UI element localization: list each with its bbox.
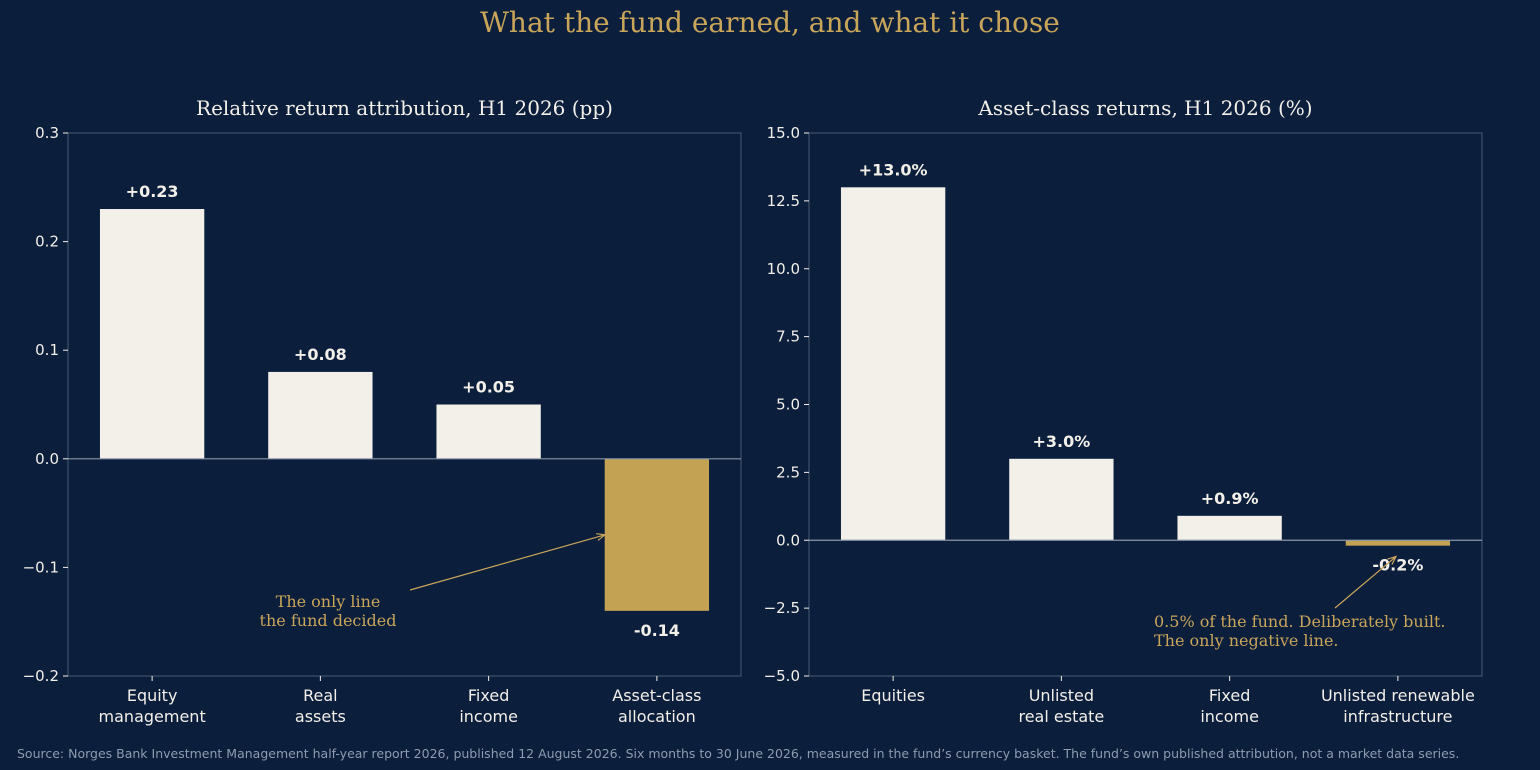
data-label: -0.14 — [634, 621, 680, 640]
y-tick-label: 12.5 — [767, 192, 800, 210]
data-label: +0.05 — [462, 378, 515, 397]
x-tick-label: Real assets — [295, 686, 346, 726]
x-tick-label: Equity management — [99, 686, 206, 726]
y-tick-label: −0.1 — [23, 558, 59, 576]
y-tick-label: 0.0 — [35, 450, 59, 468]
annotation-text: 0.5% of the fund. Deliberately built. The… — [1154, 612, 1445, 650]
y-tick-label: 0.3 — [35, 124, 59, 142]
bar-1 — [1009, 458, 1114, 541]
y-tick-label: 0.1 — [35, 341, 59, 359]
data-label: +0.9% — [1201, 489, 1259, 508]
asset-returns-chart: Asset-class returns, H1 2026 (%) −5.0 −2.5… — [764, 96, 1483, 726]
y-tick-label: 5.0 — [776, 396, 800, 414]
x-tick-label: Fixed income — [459, 686, 518, 726]
y-tick-label: 2.5 — [776, 463, 800, 481]
attribution-chart: Relative return attribution, H1 2026 (pp… — [23, 96, 742, 726]
y-tick-label: −0.2 — [23, 667, 59, 685]
source-note: Source: Norges Bank Investment Managemen… — [17, 746, 1460, 761]
annotation-text: The only line the fund decided — [260, 592, 397, 630]
x-tick-label: Unlisted real estate — [1018, 686, 1104, 726]
data-label: +3.0% — [1032, 432, 1090, 451]
annotation-arrowhead — [1387, 555, 1398, 565]
annotation-arrowhead — [595, 533, 607, 541]
panel-title: Relative return attribution, H1 2026 (pp… — [196, 96, 613, 120]
y-tick-label: 0.2 — [35, 233, 59, 251]
y-tick-label: 15.0 — [767, 124, 800, 142]
annotation-arrow — [409, 534, 606, 591]
y-tick-label: −5.0 — [764, 667, 800, 685]
bar-1 — [268, 371, 373, 459]
y-tick-label: 10.0 — [767, 260, 800, 278]
data-label: -0.2% — [1372, 556, 1423, 575]
panel-title: Asset-class returns, H1 2026 (%) — [977, 96, 1312, 120]
bar-2 — [1177, 515, 1282, 541]
charts-canvas: Relative return attribution, H1 2026 (pp… — [23, 96, 1483, 726]
y-tick-label: 0.0 — [776, 531, 800, 549]
data-label: +0.23 — [126, 182, 179, 201]
data-label: +0.08 — [294, 345, 347, 364]
x-tick-label: Asset-class allocation — [612, 686, 701, 726]
bar-3 — [604, 458, 710, 611]
y-tick-label: −2.5 — [764, 599, 800, 617]
x-tick-label: Equities — [861, 686, 925, 705]
bar-0 — [840, 187, 946, 541]
plot-frame — [67, 132, 742, 677]
page-title: What the fund earned, and what it chose — [480, 6, 1060, 39]
bar-2 — [436, 404, 541, 459]
x-tick-label: Fixed income — [1200, 686, 1259, 726]
x-tick-label: Unlisted renewable infrastructure — [1321, 686, 1475, 726]
y-tick-label: 7.5 — [776, 328, 800, 346]
annotation-arrow — [1334, 556, 1397, 609]
data-label: +13.0% — [859, 160, 928, 179]
bar-0 — [99, 209, 205, 459]
bar-3 — [1345, 540, 1451, 546]
